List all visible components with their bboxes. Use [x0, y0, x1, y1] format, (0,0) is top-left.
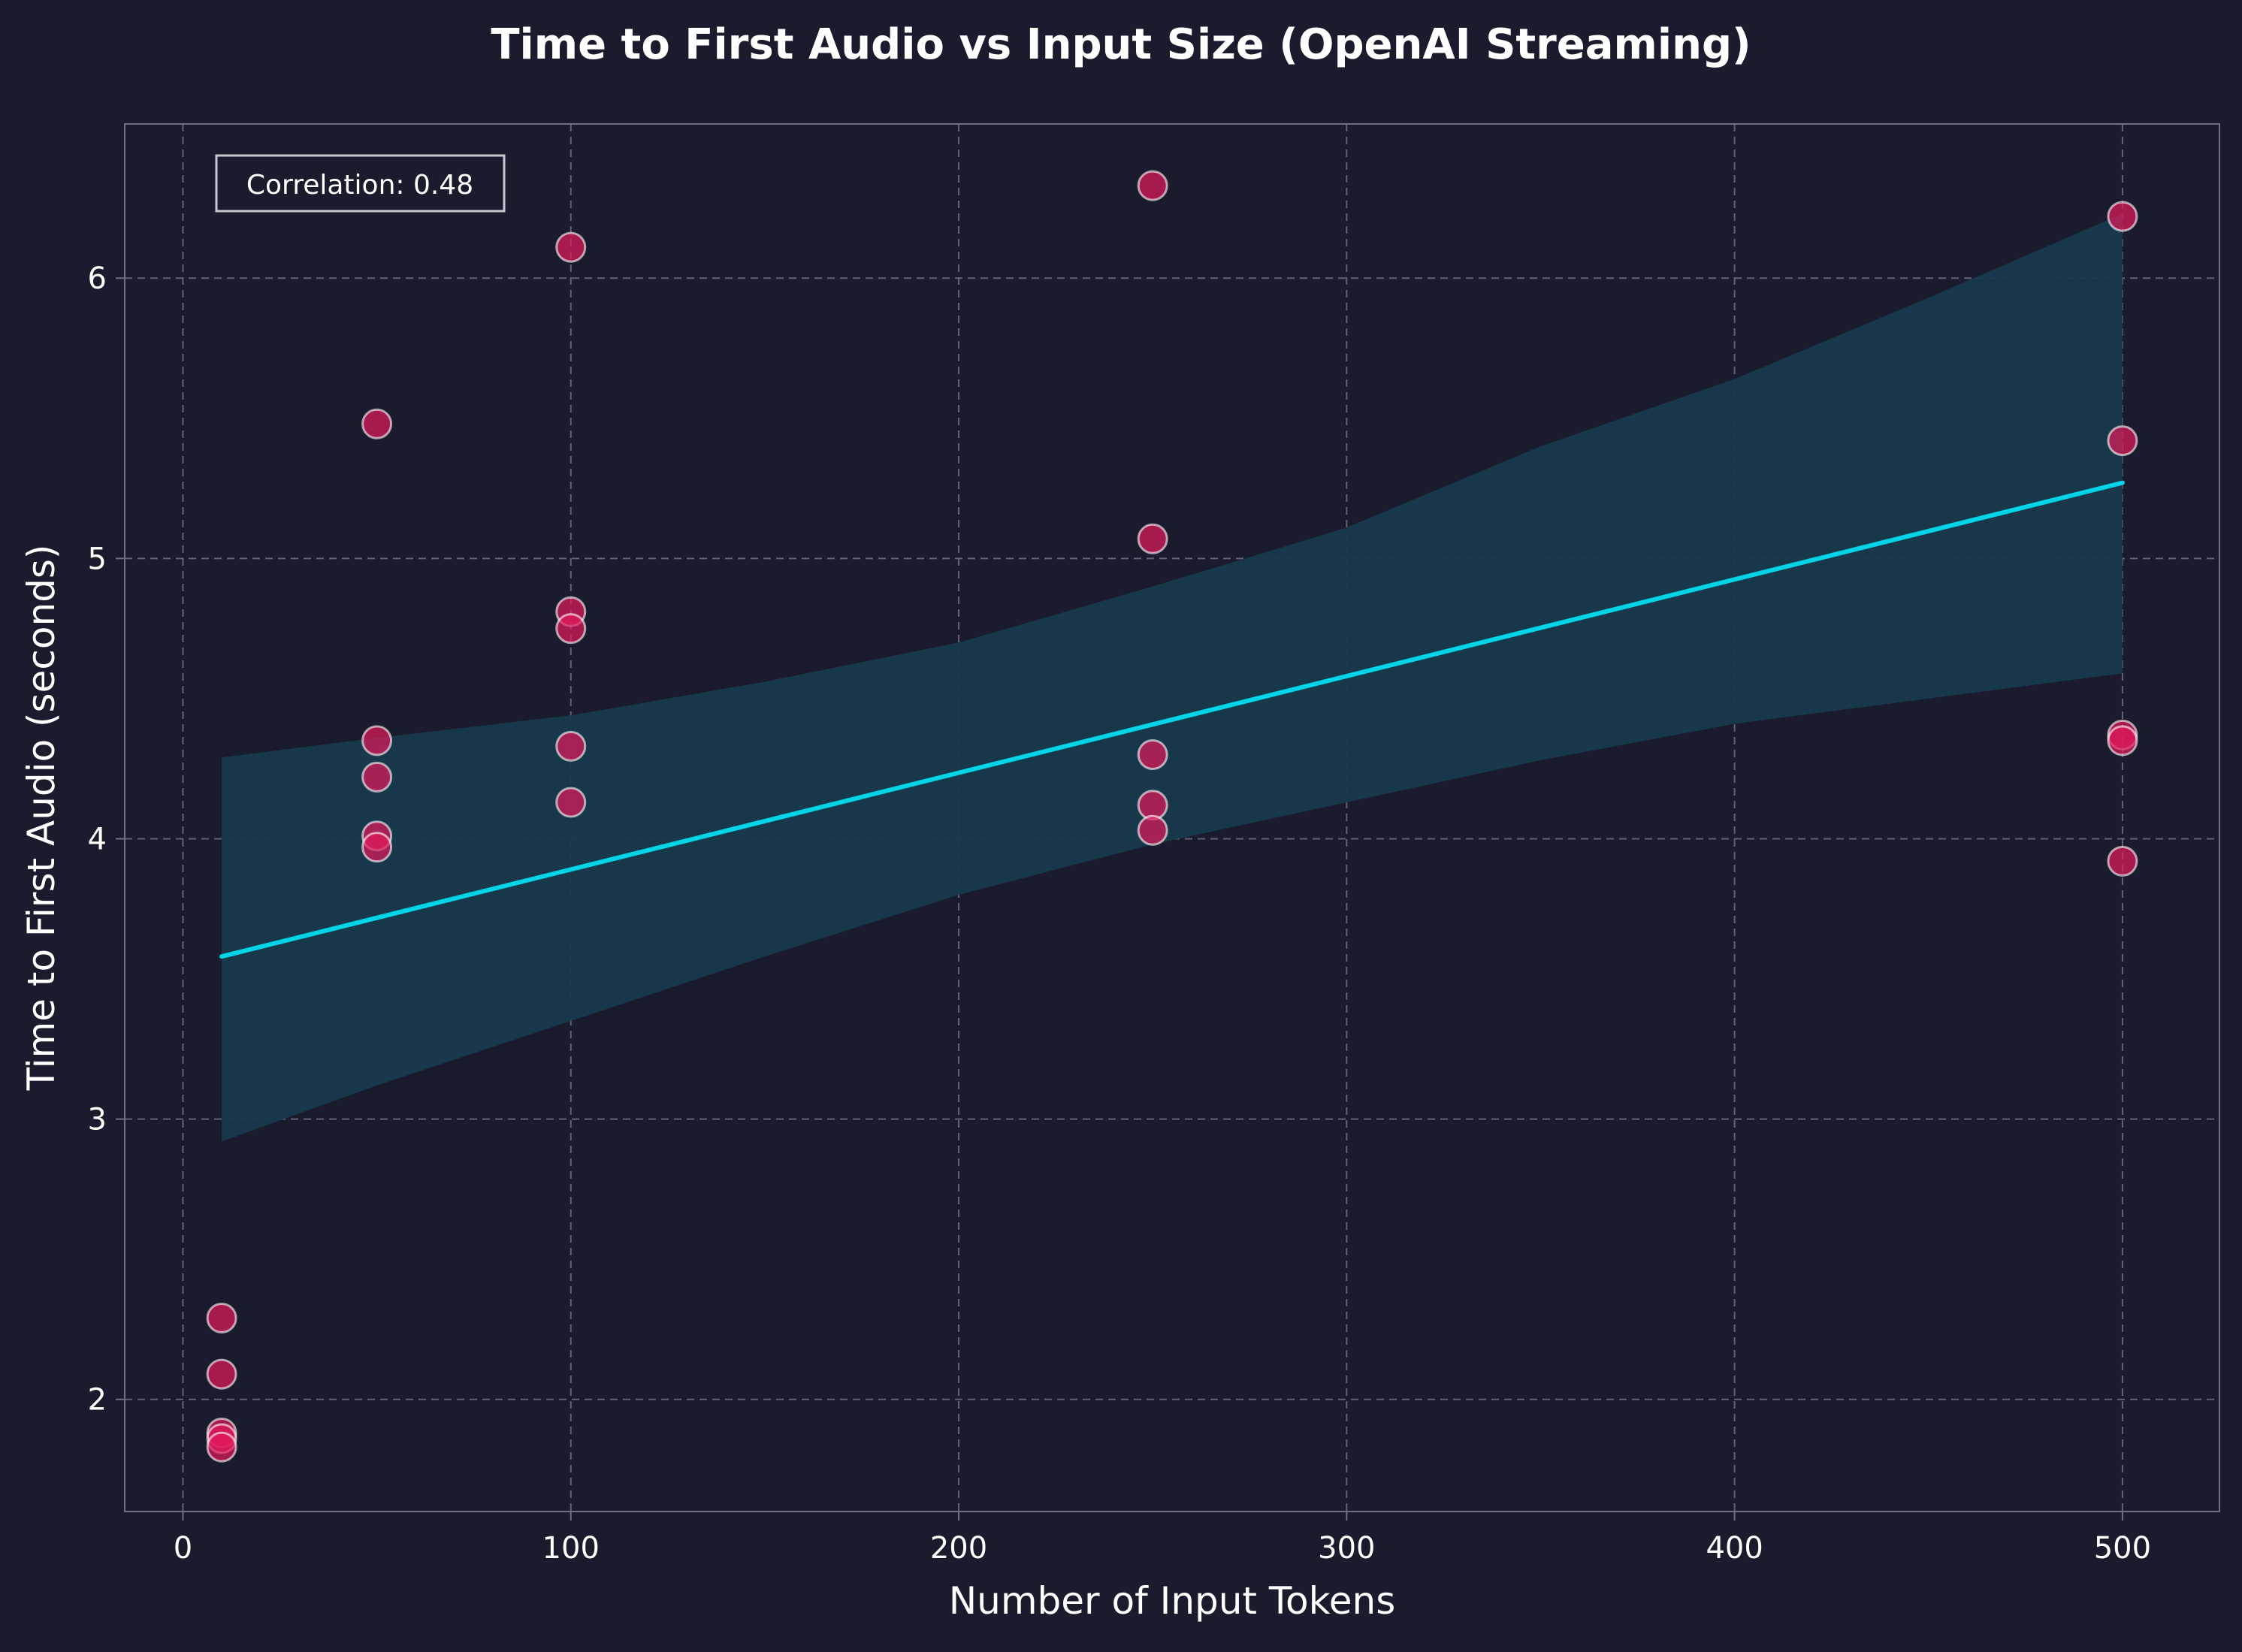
- scatter-point: [361, 408, 393, 439]
- scatter-point: [206, 1303, 237, 1334]
- scatter-point: [206, 1431, 237, 1463]
- y-tick-label: 5: [88, 542, 107, 576]
- scatter-point: [1137, 523, 1168, 554]
- axis-ticks: 0 100 200 300 400 500 2 3 4 5 6: [88, 261, 2152, 1566]
- correlation-annotation: Correlation: 0.48: [215, 154, 506, 213]
- scatter-point: [555, 231, 587, 263]
- x-axis-label: Number of Input Tokens: [949, 1579, 1396, 1623]
- x-tick-label: 500: [2094, 1531, 2151, 1566]
- scatter-point: [1137, 814, 1168, 846]
- x-tick-label: 300: [1318, 1531, 1375, 1566]
- scatter-point: [361, 761, 393, 793]
- scatter-point: [1137, 170, 1168, 201]
- confidence-band: [222, 213, 2123, 1142]
- data-points: [206, 170, 2138, 1463]
- confidence-band-layer: [222, 213, 2123, 1142]
- correlation-annotation-text: Correlation: 0.48: [246, 170, 473, 201]
- scatter-point: [555, 613, 587, 645]
- scatter-point: [361, 725, 393, 757]
- fit-line-layer: [219, 480, 2125, 959]
- scatter-point: [555, 787, 587, 818]
- scatter-point: [2107, 201, 2138, 232]
- y-tick-label: 2: [88, 1383, 107, 1418]
- x-tick-label: 100: [542, 1531, 600, 1566]
- chart-title: Time to First Audio vs Input Size (OpenA…: [491, 20, 1751, 69]
- scatter-point: [555, 730, 587, 762]
- scatter-point: [1137, 739, 1168, 771]
- regression-line: [219, 480, 2125, 959]
- scatter-point: [2107, 425, 2138, 457]
- y-tick-label: 3: [88, 1103, 107, 1137]
- x-tick-label: 0: [174, 1531, 192, 1566]
- y-axis-label: Time to First Audio (seconds): [20, 545, 63, 1092]
- scatter-point: [2107, 845, 2138, 877]
- axes-frame: [124, 123, 2220, 1512]
- scatter-point: [361, 832, 393, 863]
- scatter-point: [2107, 725, 2138, 757]
- y-tick-label: 6: [88, 261, 107, 296]
- correlation-annotation-box: [215, 154, 506, 213]
- scatter-point: [206, 1358, 237, 1390]
- x-tick-label: 400: [1706, 1531, 1763, 1566]
- y-tick-label: 4: [88, 822, 107, 856]
- x-tick-label: 200: [930, 1531, 987, 1566]
